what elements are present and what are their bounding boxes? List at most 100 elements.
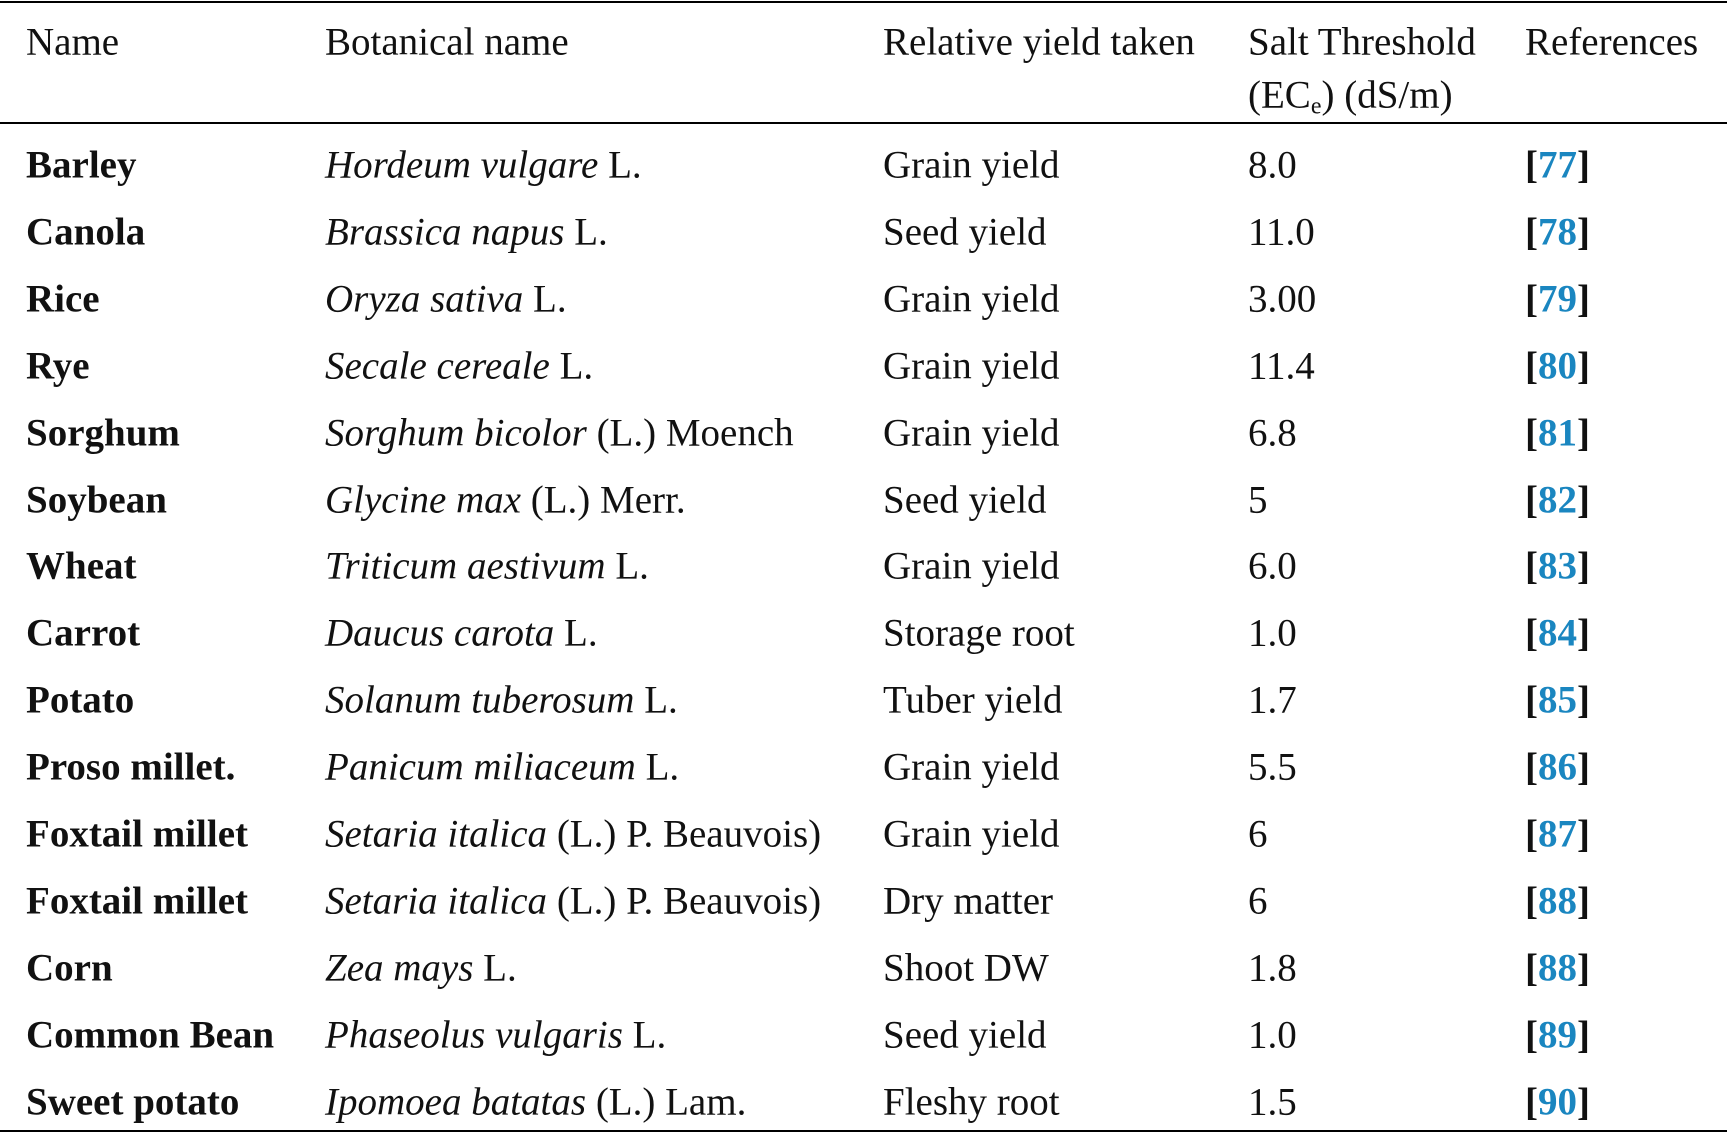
ref-close: ]	[1577, 411, 1590, 455]
botanical-author: L.	[549, 344, 594, 388]
botanical-author: (L.) P. Beauvois)	[547, 879, 822, 923]
yield-type: Fleshy root	[883, 1080, 1060, 1124]
ref-open: [	[1525, 277, 1538, 321]
ref-open: [	[1525, 210, 1538, 254]
salt-threshold: 1.0	[1248, 1013, 1297, 1057]
crop-name: Sorghum	[26, 411, 180, 455]
crop-name: Rice	[26, 277, 100, 321]
reference: [86]	[1525, 748, 1590, 787]
botanical-name: Triticum aestivum L.	[325, 547, 649, 586]
ref-open: [	[1525, 344, 1538, 388]
salt-threshold: 6	[1248, 812, 1268, 856]
botanical-name: Oryza sativa L.	[325, 279, 567, 318]
salt-threshold: 8.0	[1248, 143, 1297, 187]
salt-threshold: 6.8	[1248, 411, 1297, 455]
yield-type: Shoot DW	[883, 946, 1049, 990]
header-rule	[0, 122, 1727, 124]
crop-name: Potato	[26, 678, 135, 722]
ref-close: ]	[1577, 611, 1590, 655]
botanical-italic: Zea mays	[325, 946, 474, 990]
ref-open: [	[1525, 745, 1538, 789]
salt-threshold: 1.0	[1248, 611, 1297, 655]
reference: [85]	[1525, 681, 1590, 720]
yield-type: Grain yield	[883, 745, 1060, 789]
crop-name: Wheat	[26, 544, 137, 588]
reference: [80]	[1525, 346, 1590, 385]
header-threshold-pre: (EC	[1248, 73, 1311, 117]
botanical-author: (L.) Moench	[586, 411, 794, 455]
botanical-author: L.	[622, 1013, 667, 1057]
ref-open: [	[1525, 812, 1538, 856]
crop-name: Rye	[26, 344, 90, 388]
ref-open: [	[1525, 143, 1538, 187]
crop-name: Soybean	[26, 478, 167, 521]
botanical-name: Brassica napus L.	[325, 212, 608, 251]
salt-threshold: 1.8	[1248, 946, 1297, 990]
reference: [87]	[1525, 815, 1590, 854]
ref-open: [	[1525, 946, 1538, 990]
botanical-author: L.	[598, 143, 642, 187]
header-threshold-sub: e	[1310, 93, 1322, 120]
ref-number: 83	[1538, 544, 1577, 588]
botanical-author: L.	[523, 277, 567, 321]
reference: [88]	[1525, 948, 1590, 987]
salt-threshold: 6	[1248, 879, 1268, 923]
botanical-italic: Setaria italica	[325, 879, 548, 923]
botanical-italic: Ipomoea batatas	[325, 1080, 587, 1124]
crop-name: Foxtail millet	[26, 812, 249, 856]
reference: [79]	[1525, 279, 1590, 318]
botanical-author: L.	[634, 678, 678, 722]
ref-number: 82	[1538, 478, 1577, 521]
ref-open: [	[1525, 411, 1538, 455]
botanical-name: Zea mays L.	[325, 948, 517, 987]
ref-close: ]	[1577, 879, 1590, 923]
botanical-name: Secale cereale L.	[325, 346, 593, 385]
botanical-italic: Triticum aestivum	[325, 544, 606, 588]
crop-name: Carrot	[26, 611, 141, 655]
ref-close: ]	[1577, 143, 1590, 187]
botanical-name: Setaria italica (L.) P. Beauvois)	[325, 881, 821, 920]
botanical-name: Hordeum vulgare L.	[325, 146, 642, 185]
reference: [81]	[1525, 413, 1590, 452]
botanical-author: L.	[554, 611, 598, 655]
botanical-italic: Panicum miliaceum	[325, 745, 636, 789]
botanical-italic: Setaria italica	[325, 812, 548, 856]
header-threshold: Salt Threshold	[1248, 20, 1476, 64]
salt-threshold: 11.4	[1248, 344, 1315, 388]
yield-type: Seed yield	[883, 1013, 1047, 1057]
reference: [78]	[1525, 212, 1590, 251]
yield-type: Grain yield	[883, 277, 1060, 321]
botanical-italic: Glycine max	[325, 478, 521, 521]
ref-open: [	[1525, 544, 1538, 588]
yield-type: Grain yield	[883, 812, 1060, 856]
botanical-name: Glycine max (L.) Merr.	[325, 480, 686, 519]
yield-type: Seed yield	[883, 210, 1047, 254]
ref-close: ]	[1577, 210, 1590, 254]
botanical-italic: Secale cereale	[325, 344, 550, 388]
botanical-italic: Oryza sativa	[325, 277, 524, 321]
ref-number: 90	[1538, 1080, 1577, 1124]
ref-close: ]	[1577, 1013, 1590, 1057]
header-name: Name	[26, 20, 120, 64]
ref-close: ]	[1577, 277, 1590, 321]
yield-type: Grain yield	[883, 544, 1060, 588]
header-references: References	[1525, 20, 1699, 64]
ref-number: 89	[1538, 1013, 1577, 1057]
crop-name: Sweet potato	[26, 1080, 240, 1124]
salt-threshold: 1.5	[1248, 1080, 1297, 1124]
botanical-author: (L.) Merr.	[521, 478, 686, 521]
reference: [77]	[1525, 146, 1590, 185]
ref-close: ]	[1577, 544, 1590, 588]
botanical-name: Solanum tuberosum L.	[325, 681, 678, 720]
botanical-name: Phaseolus vulgaris L.	[325, 1015, 666, 1054]
botanical-name: Daucus carota L.	[325, 614, 598, 653]
salt-threshold: 3.00	[1248, 277, 1317, 321]
ref-number: 78	[1538, 210, 1577, 254]
salt-threshold: 1.7	[1248, 678, 1297, 722]
botanical-author: L.	[564, 210, 608, 254]
ref-number: 88	[1538, 879, 1577, 923]
reference: [83]	[1525, 547, 1590, 586]
yield-type: Storage root	[883, 611, 1075, 655]
ref-close: ]	[1577, 1080, 1590, 1124]
